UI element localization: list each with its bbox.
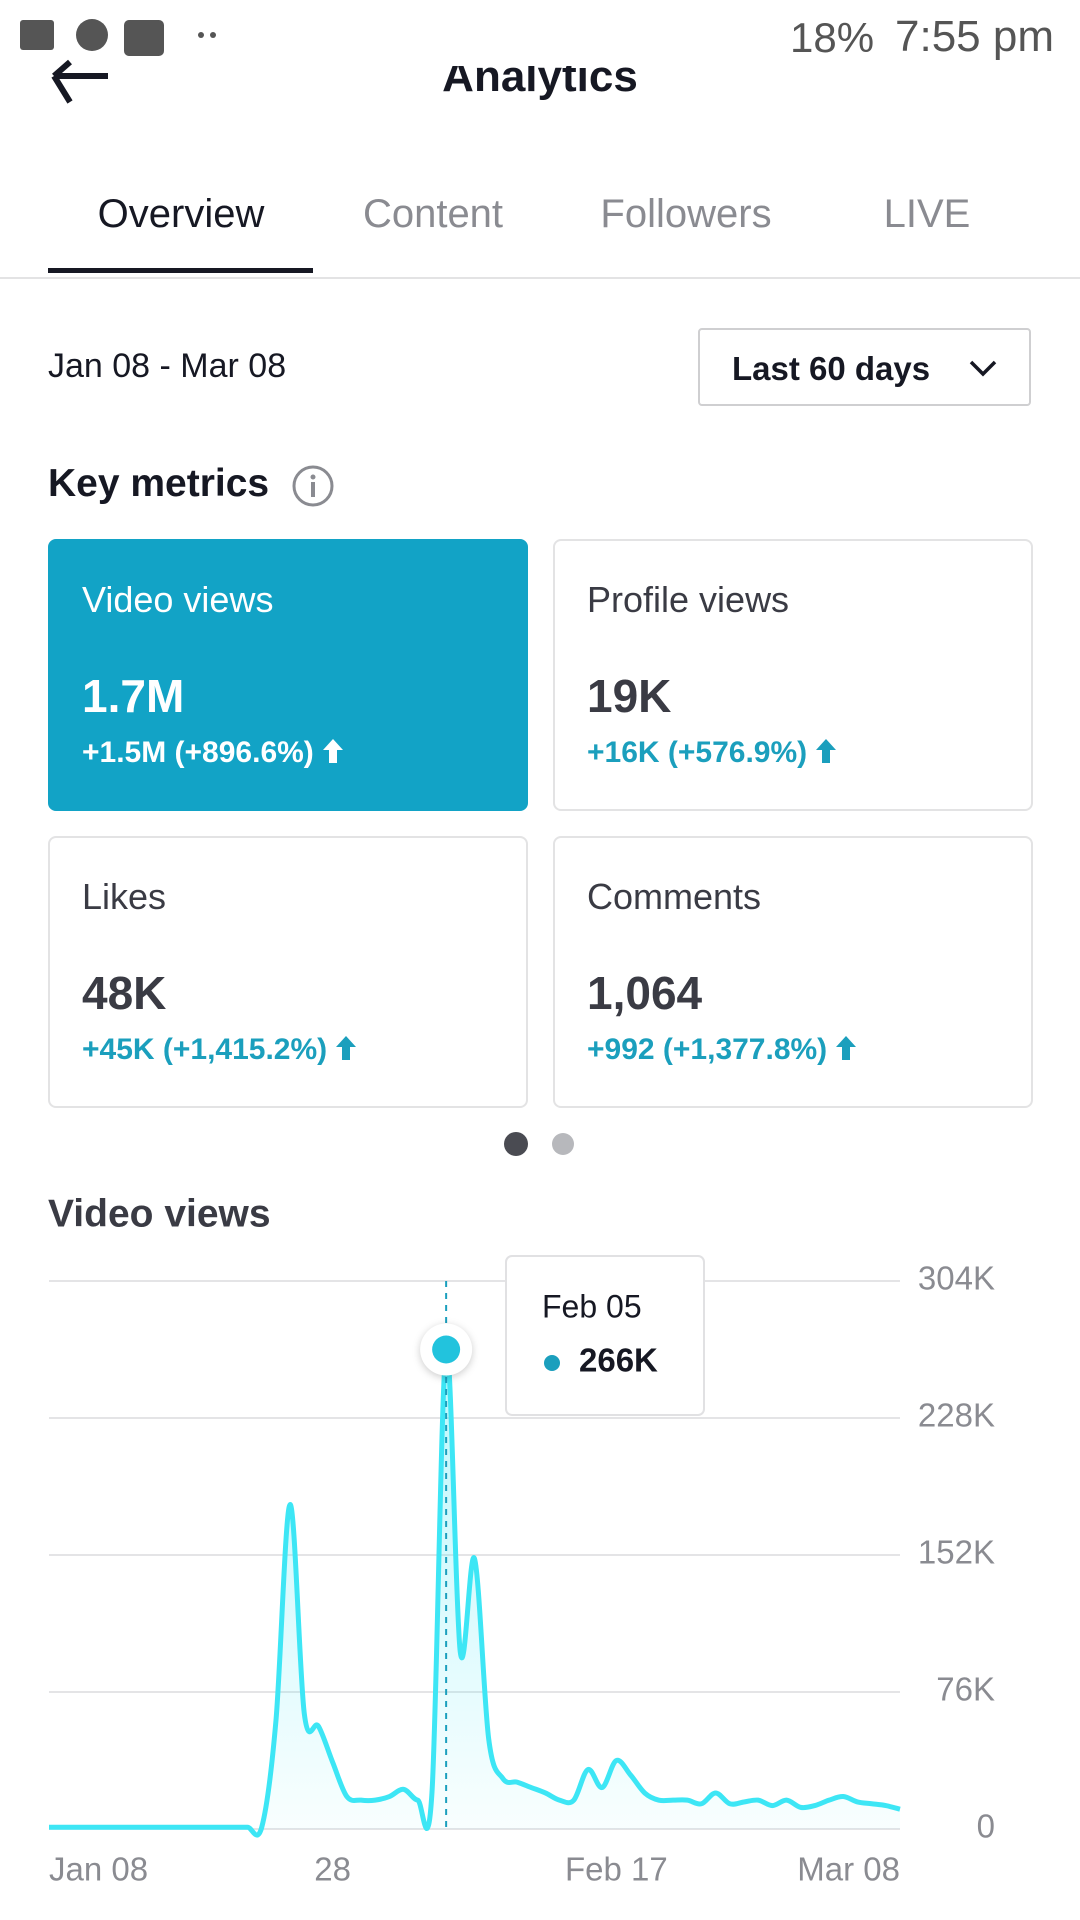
tab[interactable]: Content xyxy=(362,192,504,236)
status-icons xyxy=(20,19,216,56)
back-button[interactable] xyxy=(48,58,112,108)
metric-card[interactable]: Video views 1.7M +1.5M (+896.6%) xyxy=(48,539,528,811)
x-tick-label: 28 xyxy=(314,1851,351,1888)
divider xyxy=(0,277,1080,279)
date-range: Jan 08 - Mar 08 xyxy=(48,347,287,385)
tab-indicator xyxy=(48,268,313,273)
y-tick-label: 304K xyxy=(918,1260,995,1297)
metric-value: 1,064 xyxy=(587,967,703,1019)
page-title: Analytics xyxy=(442,52,638,101)
tooltip-date: Feb 05 xyxy=(542,1288,642,1324)
y-tick-label: 228K xyxy=(918,1397,995,1434)
y-tick-label: 76K xyxy=(936,1671,995,1708)
metric-change: +1.5M (+896.6%) xyxy=(82,736,343,770)
chart-title: Video views xyxy=(48,1192,271,1235)
battery: 18% xyxy=(790,14,875,61)
metric-value: 1.7M xyxy=(82,670,185,722)
range-label: Last 60 days xyxy=(732,350,931,387)
tooltip xyxy=(505,1255,705,1416)
x-tick-label: Feb 17 xyxy=(565,1851,668,1888)
chevron xyxy=(969,360,997,377)
metric-label: Comments xyxy=(587,876,762,917)
metric-card[interactable]: Likes 48K +45K (+1,415.2%) xyxy=(48,836,528,1108)
metric-change: +16K (+576.9%) xyxy=(587,736,837,770)
clock: 7:55 pm xyxy=(895,12,1054,61)
cursor-dot xyxy=(432,1335,461,1364)
x-tick-label: Jan 08 xyxy=(49,1851,148,1888)
metric-label: Profile views xyxy=(587,579,790,620)
up-arrow xyxy=(322,739,343,763)
y-tick-label: 0 xyxy=(977,1808,995,1845)
info-icon[interactable] xyxy=(290,463,336,509)
status-bar: 18% 7:55 pm xyxy=(0,0,1080,72)
metric-label: Video views xyxy=(82,579,274,620)
section-title: Key metrics xyxy=(48,462,270,505)
up-arrow xyxy=(836,1036,857,1060)
range-dropdown[interactable]: Last 60 days xyxy=(698,328,1031,406)
line xyxy=(48,1345,901,1838)
metric-change: +992 (+1,377.8%) xyxy=(587,1033,857,1067)
metric-value: 48K xyxy=(82,967,167,1019)
metric-change: +45K (+1,415.2%) xyxy=(82,1033,357,1067)
tab[interactable]: Followers xyxy=(600,192,772,236)
x-tick-label: Mar 08 xyxy=(797,1851,900,1888)
y-tick-label: 152K xyxy=(918,1534,995,1571)
area xyxy=(49,1348,900,1836)
metric-card[interactable]: Comments 1,064 +992 (+1,377.8%) xyxy=(553,836,1033,1108)
metric-value: 19K xyxy=(587,670,672,722)
tooltip-value: 266K xyxy=(579,1342,658,1379)
pager xyxy=(504,1132,574,1156)
metric-label: Likes xyxy=(82,876,167,917)
metric-card[interactable]: Profile views 19K +16K (+576.9%) xyxy=(553,539,1033,811)
tab[interactable]: Overview xyxy=(97,192,265,236)
tab[interactable]: LIVE xyxy=(883,192,971,236)
up-arrow xyxy=(336,1036,357,1060)
tooltip-bullet xyxy=(544,1355,560,1371)
up-arrow xyxy=(816,739,837,763)
